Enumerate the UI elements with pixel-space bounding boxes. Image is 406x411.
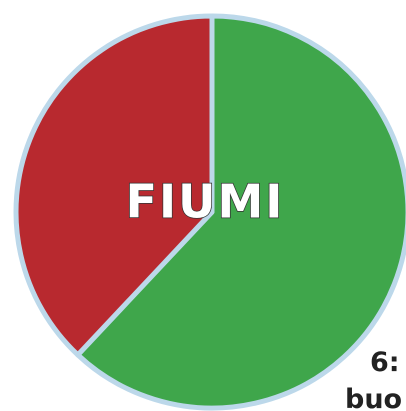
annotation: buo (345, 384, 402, 411)
pie-slice (13, 13, 215, 358)
annotation: 6: (370, 347, 400, 378)
chart-title: FIUMI (126, 175, 285, 229)
pie-slice (75, 13, 406, 411)
